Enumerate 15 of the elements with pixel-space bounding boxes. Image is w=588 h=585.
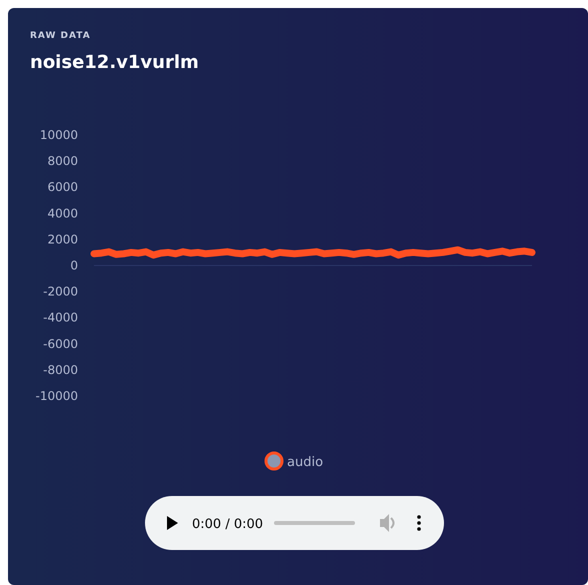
y-tick-label: -4000 [43, 310, 78, 325]
legend-label: audio [287, 455, 324, 470]
y-tick-label: 8000 [47, 154, 78, 168]
audio-player: 0:00 / 0:00 [145, 496, 444, 550]
y-tick-label: -6000 [43, 336, 78, 351]
chart-subtitle: RAW DATA [30, 31, 91, 41]
y-tick-label: 10000 [40, 128, 78, 142]
y-tick-label: 4000 [47, 206, 78, 220]
y-tick-label: 0 [70, 258, 78, 272]
y-tick-label: 2000 [47, 232, 78, 246]
y-tick-label: -10000 [35, 389, 78, 403]
y-tick-label: -8000 [43, 362, 78, 377]
y-tick-label: -2000 [43, 284, 78, 299]
y-tick-label: 6000 [47, 180, 78, 194]
chart-title: noise12.v1vurlm [30, 52, 199, 73]
